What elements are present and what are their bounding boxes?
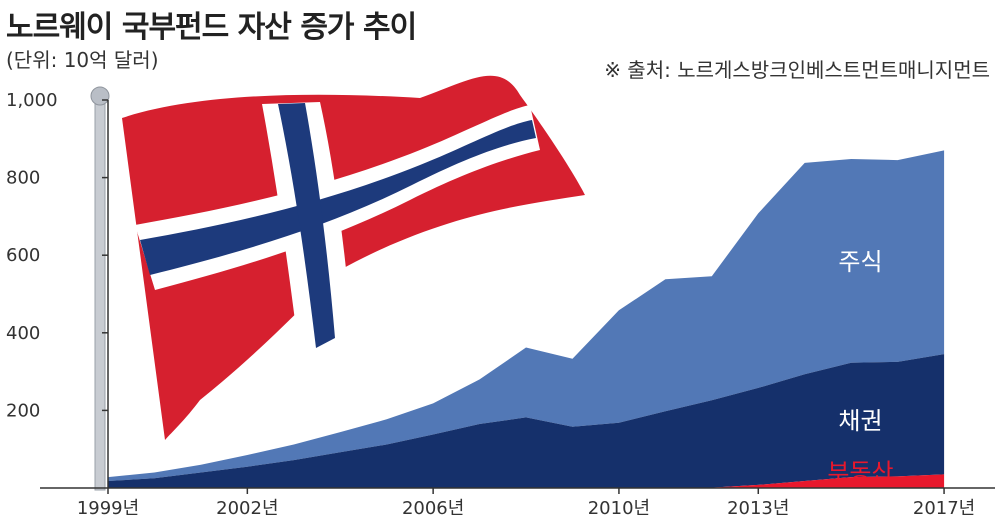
norway-flag-illustration	[90, 75, 585, 491]
y-tick-label: 600	[6, 245, 40, 266]
area-layer	[108, 150, 945, 488]
y-tick-label: 400	[6, 323, 40, 344]
series-label-부동산: 부동산	[827, 459, 893, 487]
area-채권	[108, 354, 945, 488]
series-label-채권: 채권	[838, 407, 882, 435]
x-tick-label: 2010년	[588, 498, 650, 519]
y-tick-label: 800	[6, 168, 40, 189]
x-tick-label: 1999년	[77, 498, 139, 519]
x-tick-label: 2006년	[402, 498, 464, 519]
series-label-주식: 주식	[838, 248, 882, 276]
x-tick-label: 2002년	[216, 498, 278, 519]
unit-label: (단위: 10억 달러)	[6, 48, 159, 72]
y-axis: 200 400 600 800 1,000	[6, 90, 109, 488]
area-주식	[108, 150, 945, 481]
y-tick-label: 1,000	[6, 90, 58, 111]
area-부동산	[108, 474, 945, 488]
x-axis: 1999년 2002년 2006년 2010년 2013년 2017년	[40, 487, 995, 519]
x-tick-label: 2017년	[913, 498, 975, 519]
chart-title: 노르웨이 국부펀드 자산 증가 추이	[6, 10, 417, 45]
x-tick-label: 2013년	[727, 498, 789, 519]
series-labels: 부동산 채권 주식	[827, 248, 893, 487]
source-note: ※ 출처: 노르게스방크인베스트먼트매니지먼트	[604, 58, 990, 82]
y-tick-label: 200	[6, 400, 40, 421]
